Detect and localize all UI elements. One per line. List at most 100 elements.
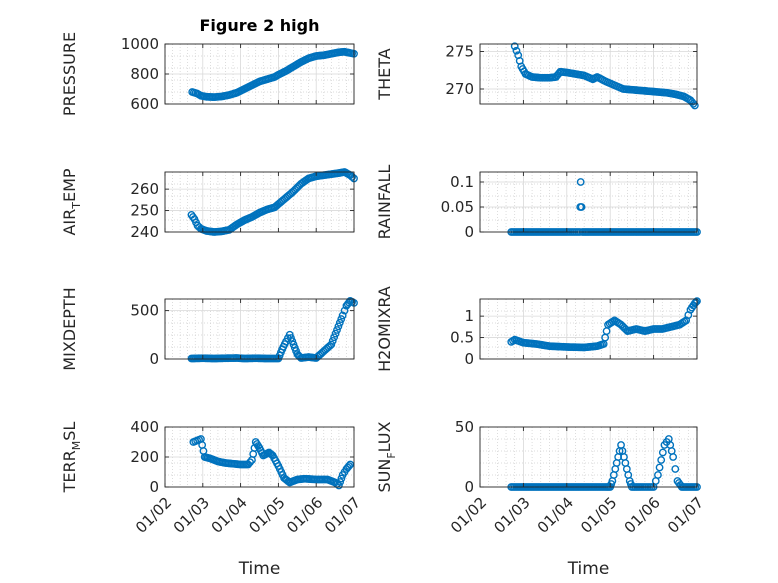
data-point [336,478,345,486]
y-label-tail: EMP [60,168,79,202]
data-point [345,462,353,470]
y-tick-label: 600 [130,95,159,113]
panel-mixdepth: 0 500 MIXDEPTH [60,287,358,371]
y-axis-label: AIRTEMP [60,168,83,235]
axes-box [479,171,698,233]
x-tick-label: 01/06 [283,494,326,537]
y-label-main: H2OMIXRA [375,286,394,372]
x-axis-label: Time [567,559,610,579]
x-tick-label: 01/02 [447,494,490,537]
x-axis-label: Time [238,559,281,579]
x-tick-label: 01/04 [534,494,577,537]
data-point [338,311,347,320]
data-point [577,203,586,211]
y-tick-label: 0.05 [441,198,474,216]
y-tick-label: 50 [455,418,474,436]
data-point [348,172,357,181]
data-point [669,453,678,461]
x-tick-label: 01/07 [664,494,707,537]
y-tick-label: 200 [130,448,159,466]
y-label-main: RAINFALL [375,165,394,240]
y-label-main: TERR [60,450,79,493]
data-point [330,333,339,342]
data-point [335,318,344,327]
data-point [690,101,699,110]
y-tick-label: 400 [130,418,159,436]
x-tick-label: 01/06 [621,494,664,537]
data-point [658,448,667,457]
data-point [690,299,699,308]
axes-box [164,171,355,233]
panel-sun_flux: 0 50 01/02 01/03 01/04 01/05 01/06 01/07 SUNFLUX… [375,418,707,579]
data-point [671,465,680,473]
panel-theta: 270 275 THETA [375,42,699,110]
y-tick-label: 1 [464,307,474,325]
x-tick-label: 01/03 [490,494,533,537]
x-tick-label: 01/04 [208,494,251,537]
panel-h2omixra: 0 0.5 1 H2OMIXRA [375,286,701,372]
panel-air_temp: 240 250 260 AIRTEMP [60,168,358,241]
y-tick-label: 0 [464,223,474,241]
data-point [346,460,355,469]
panel-rainfall: 0 0.05 0.1 RAINFALL [375,165,701,241]
y-tick-label: 0.5 [450,329,474,347]
y-axis-label: PRESSURE [60,32,79,116]
data-point [334,322,343,331]
y-label-tail: SL [60,422,79,441]
figure-title: Figure 2 high [200,16,320,35]
x-tick-label: 01/07 [321,494,364,537]
data-point [333,326,341,334]
x-tick-label: 01/02 [132,494,175,537]
data-point [246,458,254,467]
data-point [512,46,521,55]
y-axis-label: H2OMIXRA [375,286,394,372]
data-point [340,306,349,315]
data-point [654,471,662,479]
y-tick-label: 240 [130,223,159,241]
y-label-subscript: T [70,202,83,210]
y-label-main: SUN [375,459,394,493]
data-point [328,336,337,345]
y-label-main: MIXDEPTH [60,287,79,370]
x-tick-label: 01/03 [170,494,213,537]
data-point [244,460,253,469]
y-axis-label: THETA [375,48,394,100]
x-tick-label: 01/05 [577,494,620,537]
y-axis-label: MIXDEPTH [60,287,79,370]
y-label-subscript: F [385,452,398,458]
y-axis-label: TERRMSL [60,422,83,494]
y-axis-label: RAINFALL [375,165,394,240]
axes-box [479,426,698,488]
y-tick-label: 275 [445,43,474,61]
y-tick-label: 0.1 [450,173,474,191]
data-point [655,463,664,472]
y-tick-label: 250 [130,202,159,220]
data-point [576,178,585,186]
y-tick-label: 500 [130,302,159,320]
data-point [327,340,336,349]
y-label-main: THETA [375,48,394,100]
plot-area [480,427,697,487]
panel-pressure: 600 800 1000 PRESSURE Figure 2 high [60,16,358,116]
x-tick-label: 01/05 [245,494,288,537]
y-tick-label: 0 [464,350,474,368]
data-point [657,456,666,464]
y-tick-label: 0 [149,478,159,496]
axes-box [164,298,355,360]
data-point [510,42,519,51]
y-label-main: PRESSURE [60,32,79,116]
y-tick-label: 0 [464,478,474,496]
y-tick-label: 1000 [121,35,159,53]
y-tick-label: 270 [445,80,474,98]
y-label-tail: LUX [375,421,394,452]
y-axis-label: SUNFLUX [375,421,398,492]
axes-box [479,298,698,360]
data-point [337,474,346,483]
axes-box [479,43,698,105]
y-tick-label: 0 [149,350,159,368]
data-point [334,481,343,490]
plot-area [480,172,697,232]
y-tick-label: 800 [130,65,159,83]
